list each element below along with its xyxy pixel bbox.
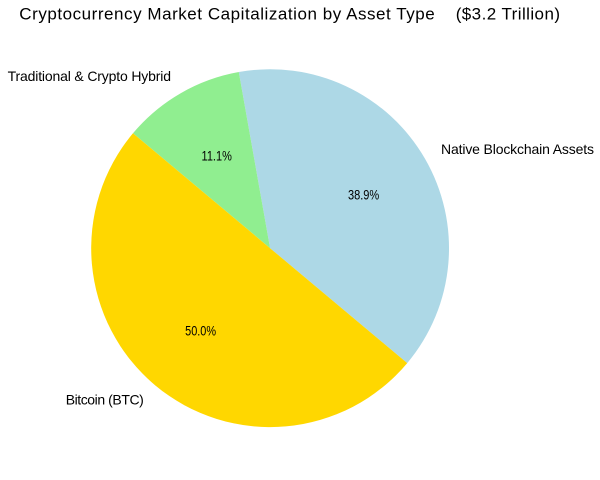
svg-text:Native Blockchain Assets: Native Blockchain Assets bbox=[441, 141, 594, 157]
svg-text:Traditional & Crypto Hybrid: Traditional & Crypto Hybrid bbox=[8, 68, 171, 84]
svg-text:Cryptocurrency Market Capitali: Cryptocurrency Market Capitalization by … bbox=[19, 4, 434, 23]
svg-text:38.9%: 38.9% bbox=[348, 188, 379, 203]
svg-text:11.1%: 11.1% bbox=[202, 149, 232, 164]
svg-text:($3.2 Trillion): ($3.2 Trillion) bbox=[456, 4, 560, 23]
svg-text:Bitcoin (BTC): Bitcoin (BTC) bbox=[66, 392, 144, 408]
svg-text:50.0%: 50.0% bbox=[185, 323, 216, 338]
